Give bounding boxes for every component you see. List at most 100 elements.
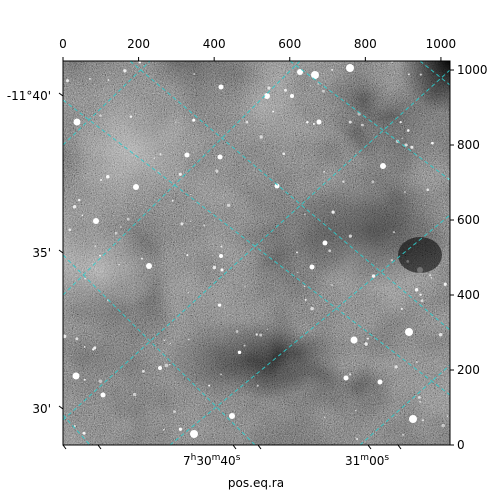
star — [120, 226, 122, 228]
star — [68, 228, 72, 232]
star — [65, 79, 70, 83]
star — [371, 274, 376, 278]
star — [342, 180, 345, 183]
star — [164, 363, 169, 368]
y-tick-label: 200 — [457, 363, 480, 377]
grid-line — [359, 364, 450, 445]
y-tick-label: 0 — [457, 438, 465, 452]
star — [306, 120, 309, 124]
dec-tick-mark — [58, 92, 64, 97]
star — [323, 170, 326, 173]
star — [297, 69, 303, 75]
dec-tick-label: 35' — [32, 246, 51, 260]
grid-line — [63, 254, 256, 445]
star — [443, 282, 447, 286]
grid-line — [63, 69, 450, 421]
star — [264, 93, 270, 99]
ra-tick-label: 31m00s — [345, 453, 389, 468]
star — [220, 373, 223, 376]
star — [140, 257, 143, 260]
star — [405, 328, 413, 336]
star — [94, 245, 97, 247]
star — [360, 123, 364, 127]
star — [82, 431, 86, 435]
star — [133, 392, 137, 397]
star — [346, 64, 354, 72]
star — [429, 274, 431, 276]
star — [142, 370, 145, 373]
grid-line — [289, 61, 450, 181]
star — [322, 240, 328, 246]
star — [107, 79, 110, 81]
star — [138, 61, 141, 64]
star — [407, 129, 410, 132]
star — [255, 333, 258, 336]
dec-axis: -11°40' 35' 30' — [7, 89, 51, 416]
star — [187, 292, 189, 294]
star — [92, 348, 95, 351]
star — [402, 433, 405, 436]
star — [203, 224, 206, 227]
star — [100, 392, 106, 398]
star — [259, 135, 263, 139]
star — [284, 88, 287, 92]
star — [297, 271, 299, 274]
star — [244, 286, 246, 288]
x-tick-label: 800 — [354, 37, 377, 51]
y-tick-label: 400 — [457, 288, 480, 302]
star — [83, 378, 86, 381]
x-axis-label: pos.eq.ra — [228, 476, 284, 490]
star — [310, 306, 314, 311]
star — [392, 231, 396, 234]
star — [282, 152, 286, 155]
star — [324, 416, 326, 419]
star — [237, 350, 242, 355]
star — [366, 337, 369, 340]
sky-image — [63, 61, 450, 445]
ra-tick-mark — [232, 444, 237, 450]
star — [175, 121, 177, 123]
star — [229, 413, 235, 419]
star — [83, 346, 86, 348]
dec-tick-label: -11°40' — [7, 89, 51, 103]
star — [192, 118, 196, 122]
grid-line — [63, 61, 151, 146]
star — [267, 86, 271, 90]
x-tick-label: 200 — [127, 37, 150, 51]
star — [331, 68, 334, 71]
star — [171, 199, 174, 202]
star — [129, 115, 133, 118]
ra-tick-mark — [397, 444, 402, 450]
star — [215, 169, 219, 173]
star — [399, 121, 402, 124]
star — [343, 375, 349, 381]
star — [419, 293, 422, 296]
star — [422, 419, 424, 422]
star — [328, 249, 332, 253]
star — [311, 71, 319, 79]
star — [93, 346, 97, 350]
star — [208, 384, 211, 387]
star — [106, 175, 110, 179]
star — [364, 342, 368, 346]
grid-line — [169, 214, 450, 445]
star — [118, 263, 120, 266]
star — [81, 214, 84, 217]
ra-tick-mark — [97, 444, 102, 450]
star — [189, 220, 192, 223]
star — [400, 307, 403, 311]
star — [74, 425, 76, 427]
star — [226, 203, 231, 207]
star — [256, 384, 259, 387]
x-tick-label: 400 — [203, 37, 226, 51]
x-tick-label: 0 — [59, 37, 67, 51]
star — [146, 263, 152, 269]
star — [75, 337, 79, 341]
star — [133, 184, 139, 190]
star — [349, 373, 352, 376]
star — [114, 231, 118, 235]
star — [331, 284, 333, 286]
star — [331, 210, 335, 214]
star — [430, 277, 433, 279]
star — [84, 277, 86, 280]
